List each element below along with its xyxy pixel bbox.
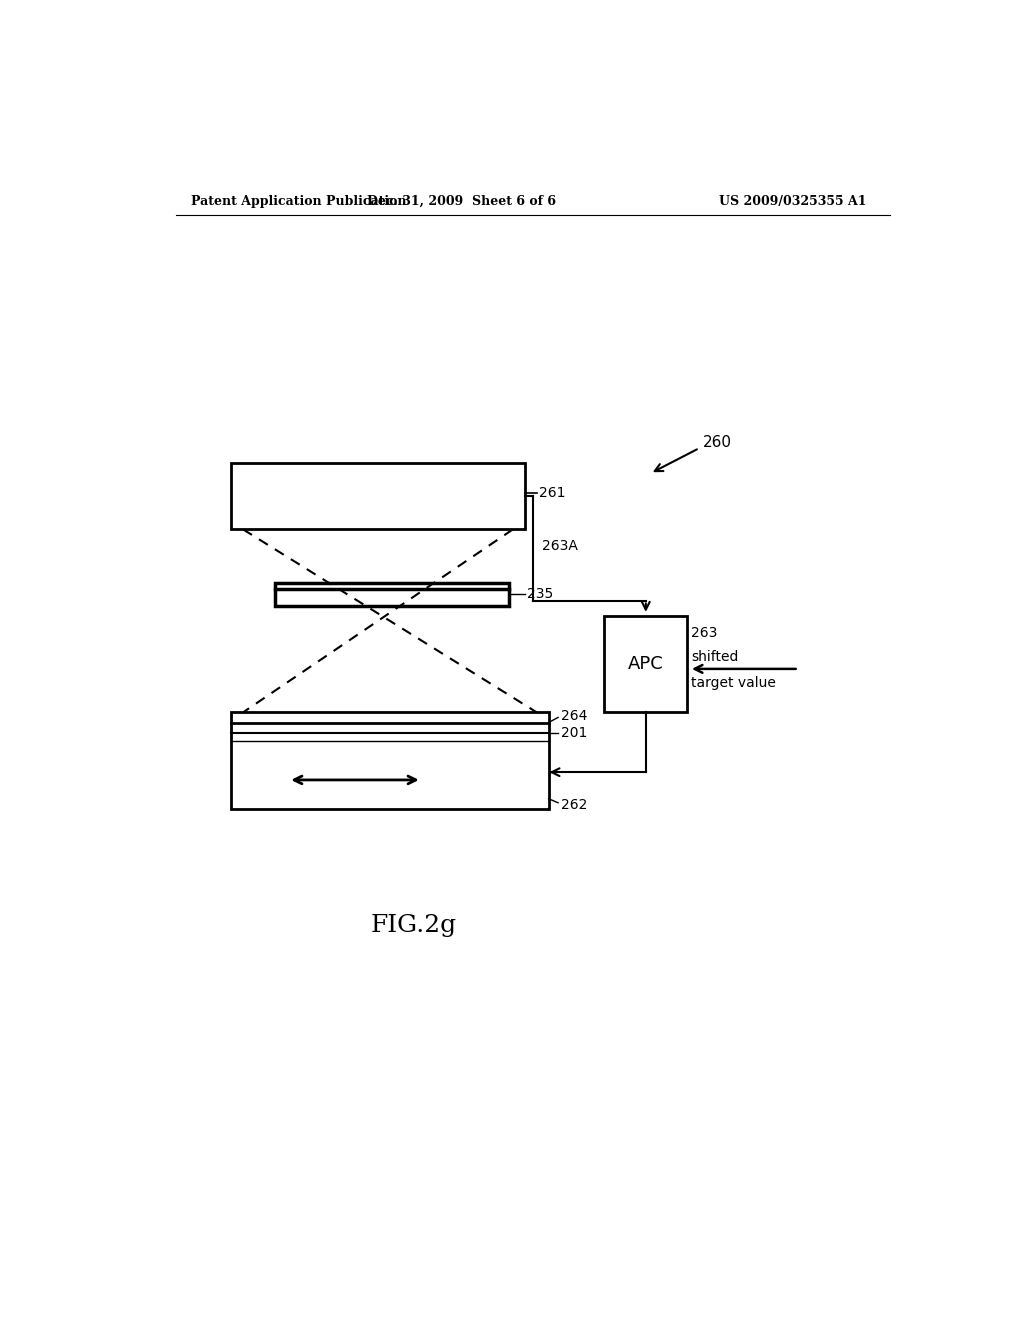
Text: Patent Application Publication: Patent Application Publication [191,194,407,207]
Text: shifted: shifted [691,649,739,664]
Bar [231,713,549,809]
Text: 263: 263 [691,626,718,640]
Text: US 2009/0325355 A1: US 2009/0325355 A1 [719,194,866,207]
Bar [231,463,524,529]
Text: 261: 261 [539,486,565,500]
Text: FIG.2g: FIG.2g [371,915,457,937]
Text: target value: target value [691,676,776,690]
Text: 260: 260 [703,436,732,450]
Text: 262: 262 [560,797,587,812]
Text: Dec. 31, 2009  Sheet 6 of 6: Dec. 31, 2009 Sheet 6 of 6 [367,194,556,207]
Bar [604,615,687,713]
Text: 201: 201 [560,726,587,739]
Text: 263A: 263A [543,539,579,553]
Text: 264: 264 [560,709,587,723]
Text: APC: APC [628,655,664,673]
Text: 235: 235 [527,587,553,602]
Bar [274,583,509,606]
